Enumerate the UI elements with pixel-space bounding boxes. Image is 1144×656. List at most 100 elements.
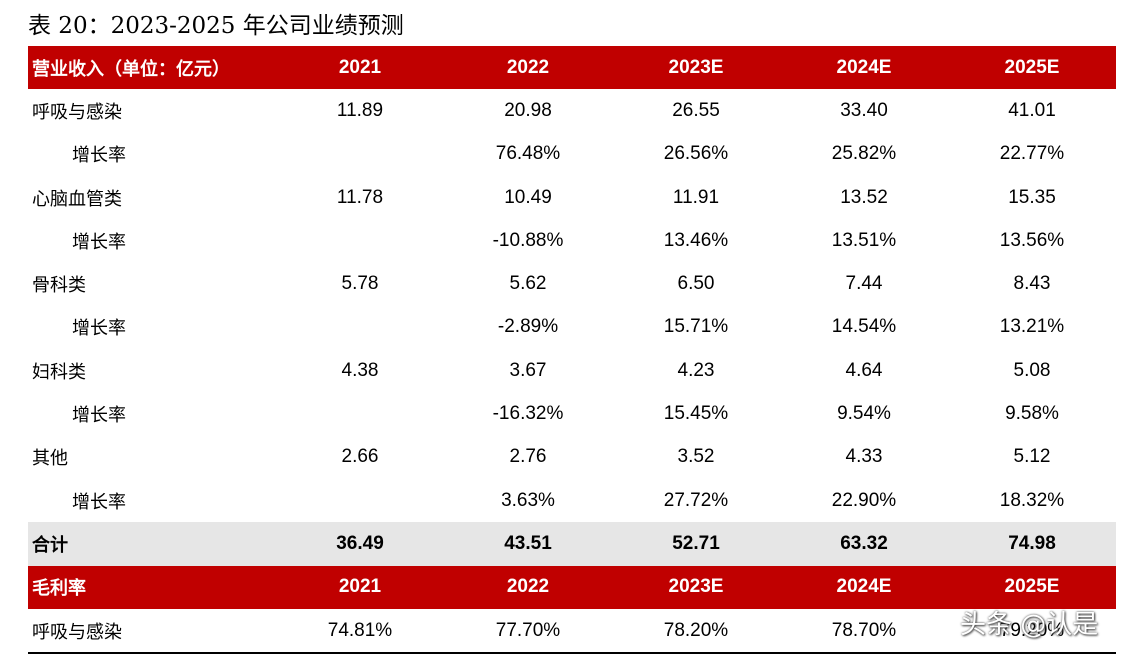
cell: 2024E — [780, 46, 948, 90]
cell: 2024E — [780, 565, 948, 609]
data-row: 心脑血管类 11.78 10.49 11.91 13.52 15.35 — [28, 176, 1116, 219]
cell: 13.56% — [999, 229, 1065, 251]
row-label: 妇科类 — [32, 361, 86, 383]
cell: 2023E — [612, 565, 780, 609]
data-row: 其他 2.66 2.76 3.52 4.33 5.12 — [28, 436, 1116, 479]
data-row: 骨科类 5.78 5.62 6.50 7.44 8.43 — [28, 262, 1116, 305]
cell: 4.33 — [845, 446, 883, 468]
cell: 74.98 — [948, 522, 1116, 566]
cell: 4.38 — [341, 359, 379, 381]
header-row: 毛利率 2021 2022 2023E 2024E 2025E — [28, 565, 1116, 609]
row-label: 增长率 — [72, 231, 126, 253]
row-label: 合计 — [28, 522, 276, 566]
cell: 33.40 — [840, 99, 888, 121]
cell: 76.48% — [495, 143, 561, 165]
data-row: 增长率 -10.88% 13.46% 13.51% 13.56% — [28, 219, 1116, 262]
cell: 2022 — [444, 46, 612, 90]
total-row: 合计 36.49 43.51 52.71 63.32 74.98 — [28, 522, 1116, 566]
cell — [276, 392, 444, 435]
cell: 18.32% — [999, 489, 1065, 511]
cell: 9.54% — [837, 403, 891, 425]
cell: 2025E — [948, 565, 1116, 609]
cell: 79.20% — [948, 608, 1116, 655]
watermark: 头条 @认是 — [960, 610, 1099, 640]
cell: 20.98 — [504, 99, 552, 121]
cell: 15.35 — [1008, 186, 1056, 208]
cell: 52.71 — [612, 522, 780, 566]
data-row: 增长率 -2.89% 15.71% 14.54% 13.21% — [28, 306, 1116, 349]
cell: 2.66 — [341, 446, 379, 468]
cell: 22.90% — [831, 489, 897, 511]
cell: 5.62 — [509, 273, 547, 295]
cell: 4.64 — [845, 359, 883, 381]
cell: 15.45% — [663, 403, 729, 425]
cell: 15.71% — [663, 316, 729, 338]
cell: 5.78 — [341, 273, 379, 295]
table: 营业收入（单位：亿元） 2021 2022 2023E 2024E 2025E 呼吸与感染 1… — [28, 46, 1116, 655]
data-row: 增长率 -16.32% 15.45% 9.54% 9.58% — [28, 392, 1116, 435]
cell: 5.08 — [1013, 359, 1051, 381]
cell: 36.49 — [276, 522, 444, 566]
data-row: 增长率 3.63% 27.72% 22.90% 18.32% — [28, 479, 1116, 522]
row-label: 增长率 — [72, 405, 126, 427]
cell: 2021 — [276, 565, 444, 609]
cell: 3.63% — [501, 489, 555, 511]
cell — [276, 306, 444, 349]
cell: 63.32 — [780, 522, 948, 566]
cell: 6.50 — [677, 273, 715, 295]
row-label: 毛利率 — [28, 565, 276, 609]
row-label: 其他 — [32, 448, 68, 470]
cell: 27.72% — [663, 489, 729, 511]
cell: 5.12 — [1013, 446, 1051, 468]
cell: 26.55 — [672, 99, 720, 121]
cell — [276, 133, 444, 176]
cell: 13.21% — [999, 316, 1065, 338]
cell: 4.23 — [677, 359, 715, 381]
cell: 22.77% — [999, 143, 1065, 165]
row-label: 营业收入（单位：亿元） — [28, 46, 276, 90]
data-row: 呼吸与感染 74.81% 77.70% 78.20% 78.70% 79.20% — [28, 608, 1116, 655]
cell: 2021 — [276, 46, 444, 90]
row-label: 骨科类 — [32, 275, 86, 297]
data-row: 妇科类 4.38 3.67 4.23 4.64 5.08 — [28, 349, 1116, 392]
row-label: 呼吸与感染 — [28, 608, 276, 655]
cell — [276, 219, 444, 262]
cell: 8.43 — [1013, 273, 1051, 295]
data-row: 呼吸与感染 11.89 20.98 26.55 33.40 41.01 — [28, 89, 1116, 132]
cell: 43.51 — [444, 522, 612, 566]
header-row: 营业收入（单位：亿元） 2021 2022 2023E 2024E 2025E — [28, 46, 1116, 90]
row-label: 增长率 — [72, 491, 126, 513]
cell: 13.51% — [831, 229, 897, 251]
data-row: 增长率 76.48% 26.56% 25.82% 22.77% — [28, 133, 1116, 176]
cell: 78.20% — [612, 608, 780, 655]
cell: 2023E — [612, 46, 780, 90]
cell — [276, 479, 444, 522]
cell: 7.44 — [845, 273, 883, 295]
cell: -10.88% — [492, 229, 564, 251]
cell: 2022 — [444, 565, 612, 609]
table-title: 表 20：2023-2025 年公司业绩预测 — [28, 13, 404, 39]
cell: 10.49 — [504, 186, 552, 208]
cell: 41.01 — [1008, 99, 1056, 121]
cell: -2.89% — [497, 316, 559, 338]
row-label: 呼吸与感染 — [32, 101, 122, 123]
cell: 11.89 — [336, 99, 384, 121]
cell: -16.32% — [492, 403, 564, 425]
cell: 3.67 — [509, 359, 547, 381]
cell: 3.52 — [677, 446, 715, 468]
cell: 2.76 — [509, 446, 547, 468]
row-label: 增长率 — [72, 318, 126, 340]
cell: 2025E — [948, 46, 1116, 90]
cell: 78.70% — [780, 608, 948, 655]
cell: 11.78 — [336, 186, 384, 208]
row-label: 增长率 — [72, 145, 126, 167]
cell: 11.91 — [672, 186, 720, 208]
cell: 77.70% — [444, 608, 612, 655]
cell: 14.54% — [831, 316, 897, 338]
cell: 25.82% — [831, 143, 897, 165]
cell: 13.46% — [663, 229, 729, 251]
row-label: 心脑血管类 — [32, 188, 122, 210]
cell: 9.58% — [1005, 403, 1059, 425]
cell: 74.81% — [276, 608, 444, 655]
